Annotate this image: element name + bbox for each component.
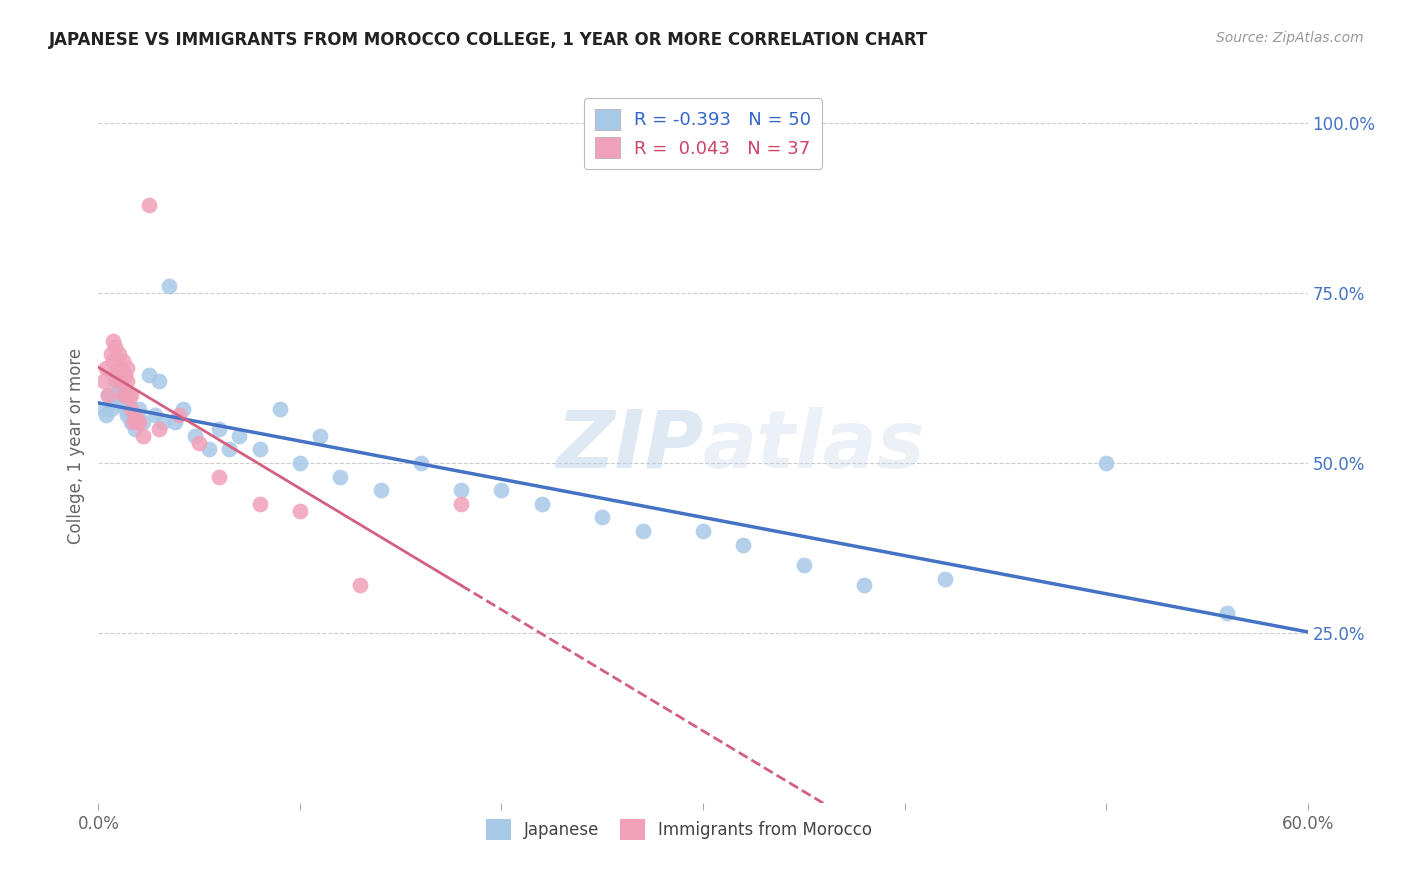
Legend: Japanese, Immigrants from Morocco: Japanese, Immigrants from Morocco: [478, 811, 880, 848]
Point: [148, 375, 170, 389]
Point: [329, 469, 352, 483]
Point: [105, 388, 128, 402]
Point: [1095, 456, 1118, 470]
Text: Source: ZipAtlas.com: Source: ZipAtlas.com: [1216, 31, 1364, 45]
Point: [163, 415, 186, 429]
Point: [114, 401, 136, 416]
Point: [450, 483, 472, 498]
Point: [93, 401, 115, 416]
Y-axis label: College, 1 year or more: College, 1 year or more: [66, 348, 84, 544]
Point: [115, 375, 138, 389]
Point: [309, 429, 332, 443]
Point: [591, 510, 613, 524]
Point: [97, 388, 120, 402]
Point: [269, 401, 291, 416]
Text: atlas: atlas: [703, 407, 925, 485]
Point: [208, 422, 231, 436]
Point: [853, 578, 876, 592]
Point: [370, 483, 392, 498]
Point: [120, 415, 142, 429]
Text: JAPANESE VS IMMIGRANTS FROM MOROCCO COLLEGE, 1 YEAR OR MORE CORRELATION CHART: JAPANESE VS IMMIGRANTS FROM MOROCCO COLL…: [49, 31, 928, 49]
Point: [530, 497, 553, 511]
Text: ZIP: ZIP: [555, 407, 703, 485]
Point: [96, 409, 118, 423]
Point: [491, 483, 513, 498]
Point: [103, 341, 125, 355]
Point: [101, 334, 124, 348]
Point: [111, 388, 134, 402]
Point: [103, 375, 125, 389]
Point: [110, 394, 132, 409]
Point: [793, 558, 815, 572]
Point: [124, 422, 146, 436]
Point: [184, 429, 207, 443]
Point: [409, 456, 432, 470]
Point: [96, 360, 118, 375]
Point: [128, 415, 150, 429]
Point: [93, 375, 115, 389]
Point: [631, 524, 654, 538]
Point: [121, 415, 143, 429]
Point: [167, 409, 190, 423]
Point: [934, 572, 956, 586]
Point: [103, 368, 125, 382]
Point: [100, 401, 122, 416]
Point: [118, 388, 141, 402]
Point: [733, 537, 755, 551]
Point: [100, 347, 122, 361]
Point: [120, 401, 142, 416]
Point: [105, 375, 128, 389]
Point: [450, 497, 472, 511]
Point: [107, 381, 129, 395]
Point: [114, 388, 136, 402]
Point: [228, 429, 250, 443]
Point: [138, 198, 160, 212]
Point: [111, 388, 134, 402]
Point: [1216, 606, 1239, 620]
Point: [107, 347, 129, 361]
Point: [172, 401, 194, 416]
Point: [128, 401, 150, 416]
Point: [138, 368, 160, 382]
Point: [692, 524, 714, 538]
Point: [208, 469, 231, 483]
Point: [132, 429, 155, 443]
Point: [249, 442, 271, 457]
Point: [114, 368, 136, 382]
Point: [124, 409, 146, 423]
Point: [97, 388, 120, 402]
Point: [218, 442, 240, 457]
Point: [143, 409, 166, 423]
Point: [101, 394, 124, 409]
Point: [125, 415, 148, 429]
Point: [288, 456, 311, 470]
Point: [111, 354, 134, 368]
Point: [101, 354, 124, 368]
Point: [132, 415, 155, 429]
Point: [349, 578, 371, 592]
Point: [125, 415, 148, 429]
Point: [115, 409, 138, 423]
Point: [118, 394, 141, 409]
Point: [120, 388, 142, 402]
Point: [288, 503, 311, 517]
Point: [152, 415, 174, 429]
Point: [121, 409, 143, 423]
Point: [249, 497, 271, 511]
Point: [198, 442, 221, 457]
Point: [107, 360, 129, 375]
Point: [115, 360, 138, 375]
Point: [188, 435, 211, 450]
Point: [157, 279, 180, 293]
Point: [148, 422, 170, 436]
Point: [110, 375, 132, 389]
